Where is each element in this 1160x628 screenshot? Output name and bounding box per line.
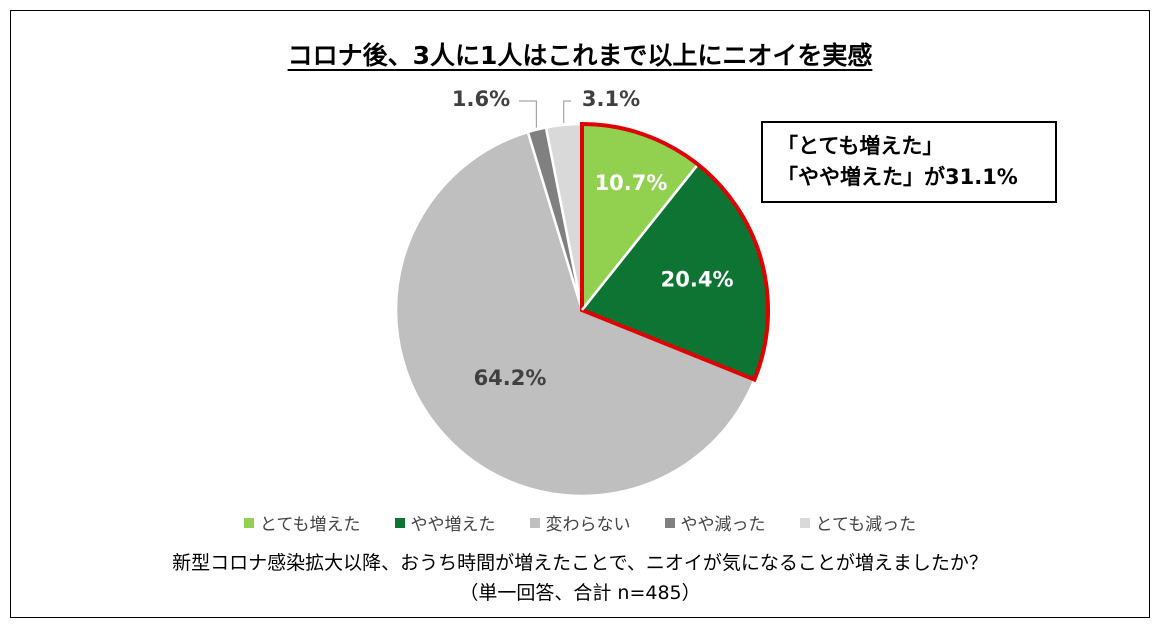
legend-swatch-3 xyxy=(529,517,540,528)
slice-kawaranai xyxy=(394,130,757,498)
survey-question: 新型コロナ感染拡大以降、おうち時間が増えたことで、ニオイが気になることが増えまし… xyxy=(172,552,988,574)
highlight-outline xyxy=(580,121,770,383)
callout-line-2: 「やや増えた」が31.1% xyxy=(777,165,1018,189)
legend-swatch-4 xyxy=(664,517,675,528)
legend-swatch-2 xyxy=(394,517,405,528)
legend-label-1: とても増えた xyxy=(259,515,361,535)
legend-item-3: 変わらない xyxy=(529,510,631,535)
chart-title: コロナ後、3人に1人はこれまで以上にニオイを実感 xyxy=(287,41,873,70)
legend: とても増えた やや増えた 変わらない やや減った とても減った xyxy=(0,510,1160,535)
legend-label-2: やや増えた xyxy=(410,515,496,535)
data-label-5: 3.1% xyxy=(582,87,640,111)
data-label-1: 10.7% xyxy=(595,171,668,195)
data-label-3: 64.2% xyxy=(474,366,547,390)
legend-item-5: とても減った xyxy=(799,510,917,535)
summary-callout: 「とても増えた」 「やや増えた」が31.1% xyxy=(761,121,1057,203)
legend-item-4: やや減った xyxy=(664,510,766,535)
legend-swatch-1 xyxy=(243,517,254,528)
legend-item-2: やや増えた xyxy=(394,510,496,535)
data-label-4: 1.6% xyxy=(452,87,510,111)
legend-item-1: とても増えた xyxy=(243,510,361,535)
leader-line-5 xyxy=(563,100,571,123)
callout-line-1: 「とても増えた」 xyxy=(777,134,944,158)
leader-line-4 xyxy=(519,100,538,128)
legend-label-3: 変わらない xyxy=(545,515,631,535)
legend-swatch-5 xyxy=(799,517,810,528)
sample-note: （単一回答、合計 n=485） xyxy=(459,582,701,604)
legend-label-5: とても減った xyxy=(815,515,917,535)
slice-separator xyxy=(581,165,698,311)
data-label-2: 20.4% xyxy=(661,268,734,292)
legend-label-4: やや減った xyxy=(680,515,766,535)
